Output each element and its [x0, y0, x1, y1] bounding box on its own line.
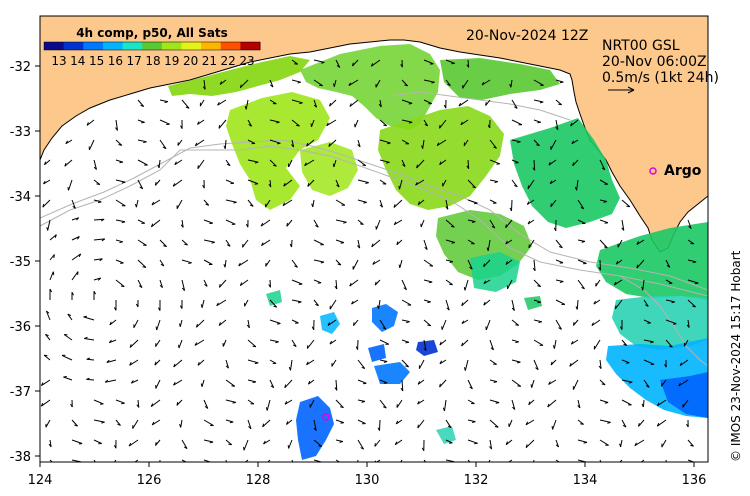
colorbar-swatch: [107, 42, 114, 50]
colorbar-label: 20: [183, 54, 198, 68]
colorbar-swatch: [240, 42, 246, 50]
x-tick-label: 132: [464, 473, 489, 488]
colorbar-swatch: [201, 42, 207, 50]
datetime-label: 20-Nov-2024 12Z: [466, 28, 588, 44]
y-tick-label: -33: [10, 125, 31, 140]
colorbar-swatch: [250, 42, 256, 50]
y-tick-label: -36: [10, 320, 31, 335]
colorbar-swatch: [53, 42, 60, 50]
x-tick-label: 134: [573, 473, 598, 488]
colorbar-title: 4h comp, p50, All Sats: [76, 26, 228, 40]
colorbar-swatch: [98, 42, 104, 50]
colorbar-swatch: [215, 42, 222, 50]
colorbar-label: 13: [51, 54, 66, 68]
product-label: NRT00 GSL: [602, 38, 680, 54]
colorbar-swatch: [58, 42, 65, 50]
colorbar-swatch: [220, 42, 227, 50]
colorbar-swatch: [68, 42, 74, 50]
x-tick-label: 124: [28, 473, 53, 488]
colorbar-swatch: [191, 42, 197, 50]
colorbar-swatch: [210, 42, 217, 50]
scale-label: 0.5m/s (1kt 24h): [602, 70, 719, 86]
colorbar-swatch: [132, 42, 138, 50]
colorbar-swatch: [73, 42, 79, 50]
colorbar-swatch: [112, 42, 119, 50]
colorbar-label: 19: [164, 54, 179, 68]
current-arrows: [40, 59, 699, 462]
colorbar-swatch: [93, 42, 99, 50]
colorbar-swatch: [78, 42, 84, 50]
scale-arrow: [608, 86, 635, 94]
colorbar-swatch: [255, 42, 261, 50]
plot-frame: [39, 15, 709, 463]
colorbar-swatch: [245, 42, 251, 50]
credit-label: © IMOS 23-Nov-2024 15:17 Hobart: [729, 250, 743, 462]
colorbar-swatch: [176, 42, 182, 50]
colorbar-swatch: [166, 42, 173, 50]
y-tick-label: -34: [10, 190, 31, 205]
colorbar-swatch: [137, 42, 143, 50]
x-tick-label: 126: [137, 473, 162, 488]
colorbar-swatch: [152, 42, 158, 50]
colorbar-swatch: [44, 42, 50, 50]
y-axis: -32 -33 -34 -35 -36 -37 -38: [10, 60, 40, 465]
x-tick-label: 130: [355, 473, 380, 488]
colorbar-swatch: [88, 42, 94, 50]
colorbar-label: 16: [108, 54, 123, 68]
colorbar-swatch: [142, 42, 148, 50]
colorbar-label: 14: [70, 54, 85, 68]
colorbar-label: 22: [221, 54, 236, 68]
argo-label: Argo: [664, 163, 702, 179]
colorbar-swatch: [225, 42, 232, 50]
colorbar-label: 17: [127, 54, 142, 68]
colorbar-swatch: [117, 42, 124, 50]
colorbar: 4h comp, p50, All Sats 13 14 15 16 17 18 19 20 2…: [43, 26, 261, 68]
y-tick-label: -38: [10, 450, 31, 465]
argo-float-marker: Argo: [649, 163, 702, 179]
y-tick-label: -35: [10, 255, 31, 270]
colorbar-swatch: [206, 42, 212, 50]
colorbar-swatch: [122, 42, 128, 50]
colorbar-swatch: [161, 42, 168, 50]
colorbar-label: 18: [145, 54, 160, 68]
x-tick-label: 128: [246, 473, 271, 488]
colorbar-swatch: [127, 42, 133, 50]
y-tick-label: -37: [10, 385, 31, 400]
colorbar-swatch: [196, 42, 202, 50]
y-tick-label: -32: [10, 60, 31, 75]
colorbar-swatch: [235, 42, 241, 50]
colorbar-label: 23: [239, 54, 254, 68]
x-tick-label: 136: [682, 473, 707, 488]
colorbar-swatch: [156, 42, 163, 50]
colorbar-swatch: [83, 42, 89, 50]
colorbar-swatch: [181, 42, 187, 50]
x-axis: 124 126 128 130 132 134 136: [28, 462, 707, 488]
shelf-contours: [40, 91, 708, 367]
colorbar-swatch: [186, 42, 192, 50]
colorbar-label: 15: [89, 54, 104, 68]
colorbar-swatch: [230, 42, 236, 50]
argo-float-marker-2: [322, 413, 330, 421]
colorbar-swatch: [102, 42, 109, 50]
colorbar-swatch: [63, 42, 70, 50]
colorbar-swatch: [171, 42, 178, 50]
colorbar-swatch: [147, 42, 153, 50]
current-time-label: 20-Nov 06:00Z: [602, 54, 707, 70]
colorbar-swatch: [48, 42, 55, 50]
colorbar-label: 21: [202, 54, 217, 68]
